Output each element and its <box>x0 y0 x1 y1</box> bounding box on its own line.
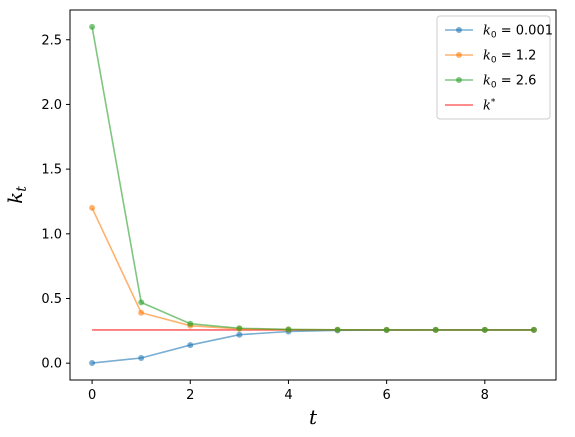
x-tick-label: 6 <box>382 388 390 403</box>
series-3-point <box>89 23 96 30</box>
legend-box <box>436 15 551 120</box>
legend: k0 = 0.001 k0 = 1.2 k0 = 2.6 k* <box>436 15 553 120</box>
series-3-point <box>432 326 439 333</box>
y-tick-label: 1.5 <box>41 163 62 178</box>
legend-label: k0 = 1.2 <box>483 49 536 66</box>
y-axis-label-main: k <box>3 192 27 204</box>
series-1-point <box>138 355 145 362</box>
legend-swatch-marker <box>456 52 462 58</box>
legend-label: k0 = 0.001 <box>483 24 553 41</box>
y-axis-label-subscript: t <box>14 186 30 192</box>
series-line-3 <box>91 26 534 331</box>
series-3-point <box>530 326 537 333</box>
x-tick-label: 8 <box>481 388 489 403</box>
series-1-point <box>89 360 96 367</box>
y-tick-label: 2.5 <box>41 33 62 48</box>
series-3-point <box>383 326 390 333</box>
legend-label: k* <box>483 98 496 114</box>
y-axis-label: kt <box>3 186 30 204</box>
x-tick-label: 4 <box>284 388 292 403</box>
x-tick-label: 2 <box>186 388 194 403</box>
legend-swatch-marker <box>456 27 462 33</box>
series-1-point <box>187 342 194 349</box>
y-tick-label: 1.0 <box>41 227 62 242</box>
series-3-point <box>334 326 341 333</box>
series-line-1 <box>92 329 534 364</box>
series-3-point <box>138 299 145 306</box>
series-2-point <box>138 309 145 316</box>
legend-swatch-marker <box>456 77 462 83</box>
plot-frame <box>69 9 557 381</box>
y-tick-label: 2.0 <box>41 98 62 113</box>
x-tick-label: 0 <box>88 388 96 403</box>
series-2-point <box>89 204 96 211</box>
series-3-point <box>187 320 194 327</box>
x-axis-label: t <box>309 405 318 429</box>
y-tick-label: 0.0 <box>41 357 62 372</box>
y-tick-label: 0.5 <box>41 292 62 307</box>
series-3-point <box>481 326 488 333</box>
legend-label: k0 = 2.6 <box>483 74 536 91</box>
series-3-point <box>236 325 243 332</box>
series-line-2 <box>91 207 534 331</box>
ticks-layer: 0 2 4 6 8 0.0 0.5 1.0 1.5 2.0 2.5 <box>41 33 489 403</box>
series-3-point <box>285 326 292 333</box>
series-layer <box>89 23 537 367</box>
series-1-point <box>236 331 243 338</box>
